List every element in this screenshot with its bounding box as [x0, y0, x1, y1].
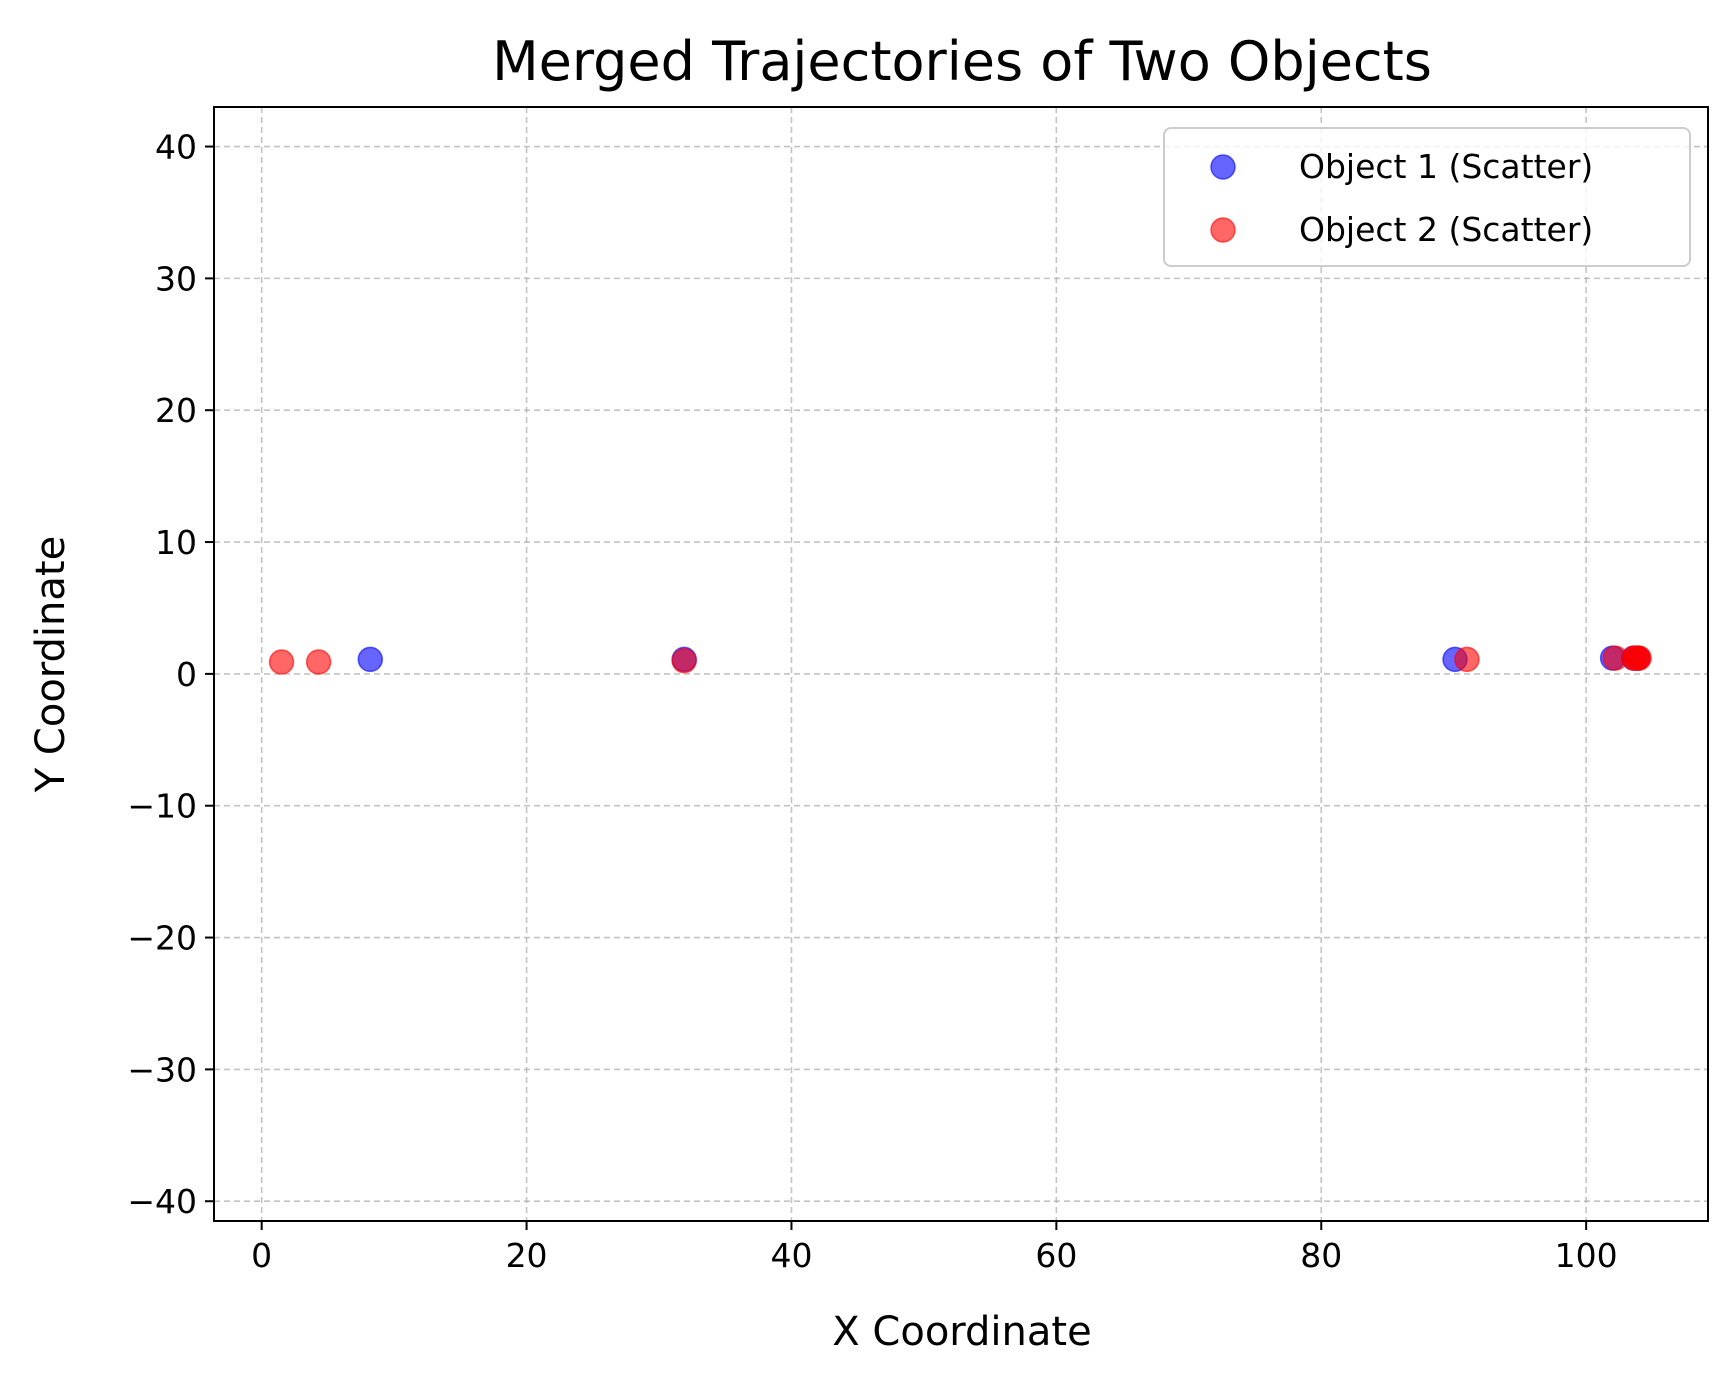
y-tick-label: −30 [127, 1050, 197, 1089]
legend-label-object-1: Object 1 (Scatter) [1299, 147, 1593, 186]
y-tick-label: −40 [127, 1182, 197, 1221]
y-tick-label: 10 [155, 523, 197, 562]
legend-label-object-2: Object 2 (Scatter) [1299, 210, 1593, 249]
legend-marker-object-2 [1210, 217, 1236, 243]
legend-marker-object-1 [1210, 154, 1236, 180]
x-tick-label: 60 [1035, 1236, 1077, 1275]
x-axis-label: X Coordinate [832, 1309, 1091, 1355]
x-tick-label: 0 [251, 1236, 272, 1275]
y-tick-label: −20 [127, 919, 197, 958]
data-point-object-2 [1454, 646, 1480, 673]
data-point-object-2 [305, 649, 332, 675]
legend-box [1163, 127, 1691, 267]
legend: Object 1 (Scatter) Object 2 (Scatter) [1163, 127, 1691, 267]
axis-ticks: 0 20 40 60 80 100 −40 −30 −20 −10 0 10 20 30 40 [127, 128, 1617, 1275]
plot-area-frame [213, 106, 1709, 1222]
x-tick-label: 40 [770, 1236, 812, 1275]
data-point-object-2 [1626, 645, 1652, 671]
data-points [268, 645, 1652, 675]
y-tick-label: −10 [127, 787, 197, 826]
x-tick-label: 20 [506, 1236, 548, 1275]
y-axis-label: Y Coordinate [28, 536, 74, 793]
data-point-object-2 [671, 647, 697, 674]
data-point-object-2 [268, 649, 295, 675]
data-point-object-1 [357, 646, 384, 673]
chart-title: Merged Trajectories of Two Objects [492, 30, 1432, 93]
y-tick-label: 30 [155, 259, 197, 298]
y-tick-label: 0 [176, 655, 197, 694]
y-tick-label: 40 [155, 128, 197, 167]
x-tick-label: 80 [1300, 1236, 1342, 1275]
y-tick-label: 20 [155, 391, 197, 430]
x-tick-label: 100 [1555, 1236, 1618, 1275]
